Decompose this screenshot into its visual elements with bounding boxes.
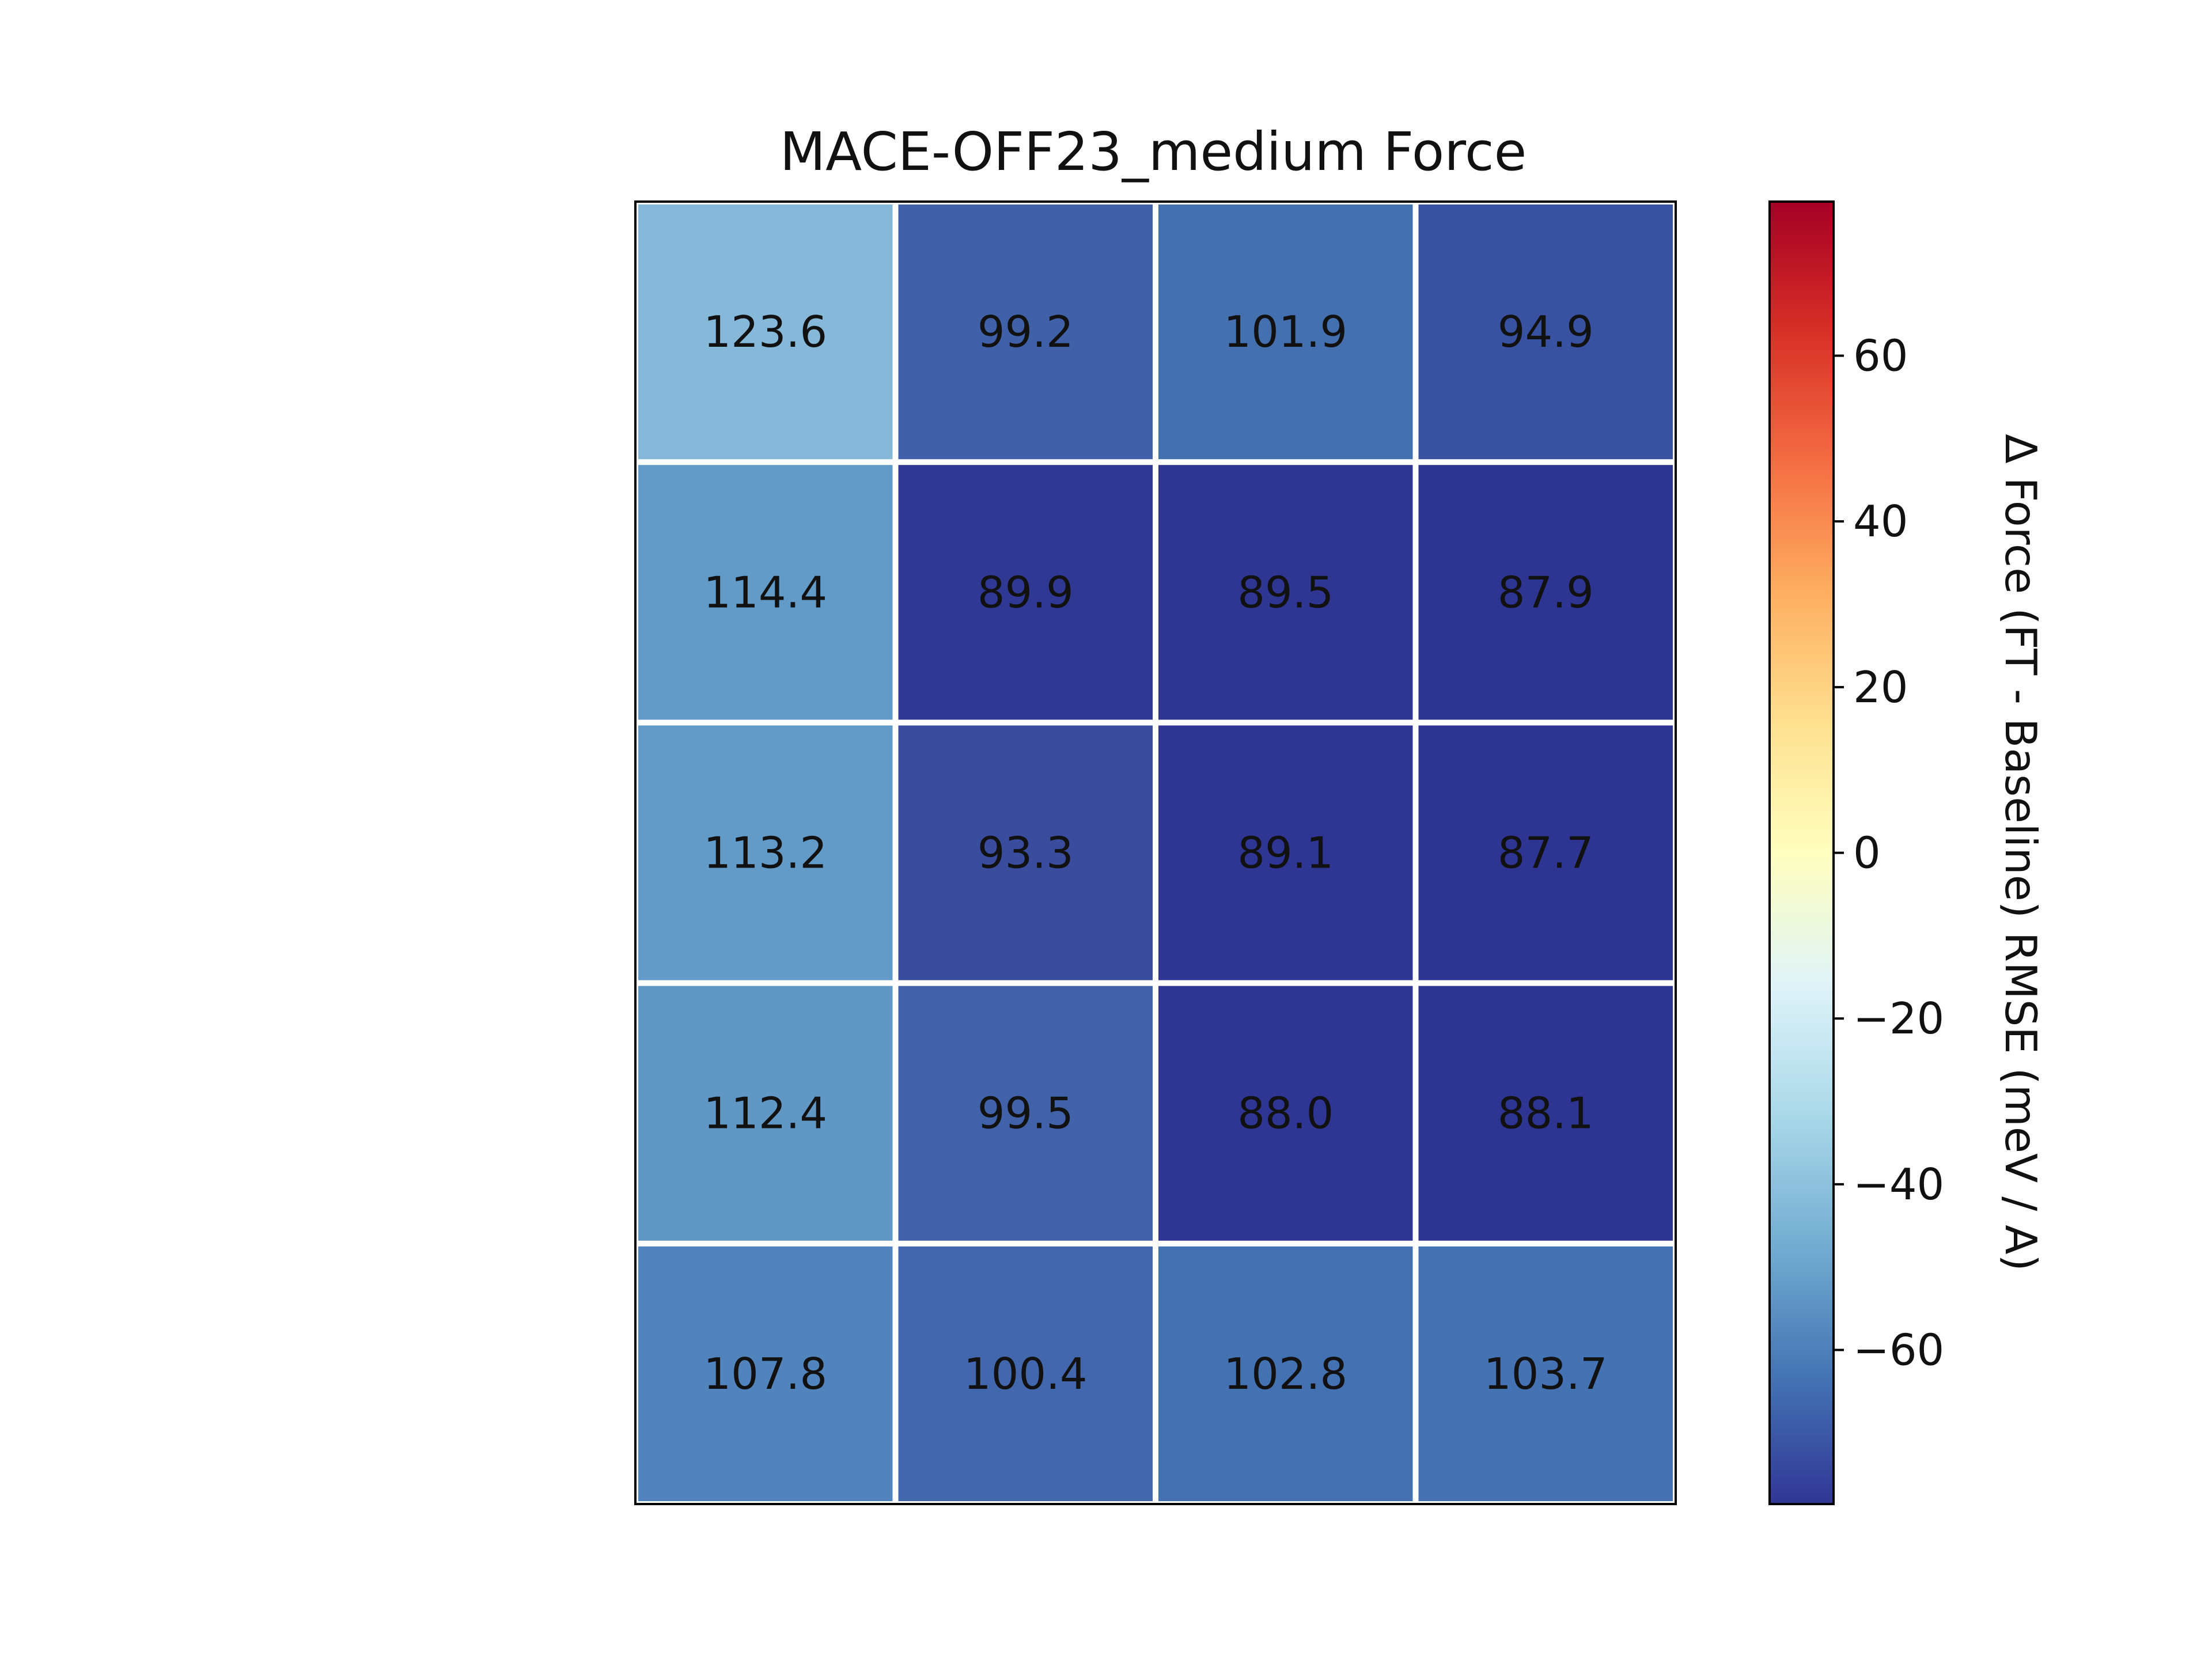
heatmap-cell-label: 99.2 (978, 306, 1074, 357)
heatmap-cell: 88.1 (1418, 986, 1673, 1241)
colorbar-tick-label: 40 (1853, 496, 1908, 547)
heatmap-cell: 101.9 (1158, 204, 1413, 460)
heatmap-cell-label: 99.5 (978, 1088, 1074, 1139)
heatmap-cell-label: 100.4 (964, 1349, 1088, 1399)
heatmap-cells: 123.6 99.2 101.9 94.9 114.4 89.9 89.5 87.9 113.2… (638, 204, 1673, 1501)
heatmap-cell: 112.4 (638, 986, 893, 1241)
heatmap-cell: 87.9 (1418, 465, 1673, 720)
colorbar-tick-label: 60 (1853, 331, 1908, 381)
heatmap-cell: 94.9 (1418, 204, 1673, 460)
heatmap-cell: 87.7 (1418, 725, 1673, 980)
heatmap-cell-rect (1418, 204, 1673, 460)
heatmap-cell: 89.1 (1158, 725, 1413, 980)
heatmap-cell: 99.2 (898, 204, 1153, 460)
heatmap-cell: 102.8 (1158, 1246, 1413, 1501)
heatmap-cell-label: 113.2 (703, 828, 827, 878)
heatmap-cell-label: 114.4 (703, 567, 827, 618)
heatmap-cell: 107.8 (638, 1246, 893, 1501)
heatmap-cell-label: 88.1 (1498, 1088, 1594, 1139)
heatmap-cell-rect (638, 465, 893, 720)
heatmap-cell-rect (898, 204, 1153, 460)
heatmap-cell: 103.7 (1418, 1246, 1673, 1501)
heatmap-cell-rect (638, 725, 893, 980)
colorbar-tick-label: −20 (1853, 993, 1944, 1044)
plot-frame (634, 200, 1677, 1505)
heatmap-cell-rect (1418, 725, 1673, 980)
heatmap-cell-label: 101.9 (1224, 306, 1347, 357)
colorbar-ticks: −60 −40 −20 0 20 40 60 (1834, 331, 1944, 1375)
heatmap-cell-rect (638, 986, 893, 1241)
heatmap-cell: 93.3 (898, 725, 1153, 980)
colorbar-tick-label: 20 (1853, 662, 1908, 713)
heatmap-cell-label: 102.8 (1224, 1349, 1347, 1399)
heatmap-cell-rect (638, 1246, 893, 1501)
heatmap-cell: 89.9 (898, 465, 1153, 720)
heatmap-cell-label: 87.7 (1498, 828, 1594, 878)
colorbar: −60 −40 −20 0 20 40 60 Δ Force (FT - Baseline)… (1768, 200, 2046, 1505)
heatmap-cell-label: 89.9 (978, 567, 1074, 618)
heatmap-cell: 113.2 (638, 725, 893, 980)
heatmap-cell-rect (638, 204, 893, 460)
chart-title: MACE-OFF23_medium Force (780, 121, 1527, 183)
heatmap-cell: 100.4 (898, 1246, 1153, 1501)
heatmap-cell-label: 94.9 (1498, 306, 1594, 357)
heatmap-cell-label: 103.7 (1484, 1349, 1608, 1399)
heatmap-cell-rect (898, 465, 1153, 720)
heatmap-cell-rect (1158, 465, 1413, 720)
heatmap-cell: 88.0 (1158, 986, 1413, 1241)
heatmap-cell-rect (1158, 1246, 1413, 1501)
heatmap-cell-label: 93.3 (978, 828, 1074, 878)
heatmap-cell: 89.5 (1158, 465, 1413, 720)
heatmap-cell: 99.5 (898, 986, 1153, 1241)
heatmap-cell-rect (898, 1246, 1153, 1501)
heatmap-cell-label: 112.4 (703, 1088, 827, 1139)
heatmap-cell-rect (1158, 204, 1413, 460)
colorbar-tick-label: −60 (1853, 1324, 1944, 1375)
colorbar-label: Δ Force (FT - Baseline) RMSE (meV / A) (1995, 434, 2046, 1271)
heatmap-cell-rect (1158, 986, 1413, 1241)
heatmap-cell-label: 107.8 (703, 1349, 827, 1399)
colorbar-gradient (1768, 200, 1835, 1505)
heatmap-cell-rect (1158, 725, 1413, 980)
heatmap-cell-rect (898, 725, 1153, 980)
heatmap-cell-label: 88.0 (1237, 1088, 1334, 1139)
heatmap-cell-label: 87.9 (1498, 567, 1594, 618)
heatmap-cell-rect (1418, 465, 1673, 720)
heatmap-cell-label: 89.1 (1237, 828, 1334, 878)
colorbar-tick-label: 0 (1853, 828, 1881, 878)
heatmap-cell-rect (898, 986, 1153, 1241)
heatmap-cell-rect (1418, 986, 1673, 1241)
heatmap-cell-rect (1418, 1246, 1673, 1501)
heatmap-cell: 114.4 (638, 465, 893, 720)
heatmap-cell-label: 89.5 (1237, 567, 1334, 618)
heatmap-cell: 123.6 (638, 204, 893, 460)
heatmap-cell-label: 123.6 (703, 306, 827, 357)
colorbar-tick-label: −40 (1853, 1159, 1944, 1210)
